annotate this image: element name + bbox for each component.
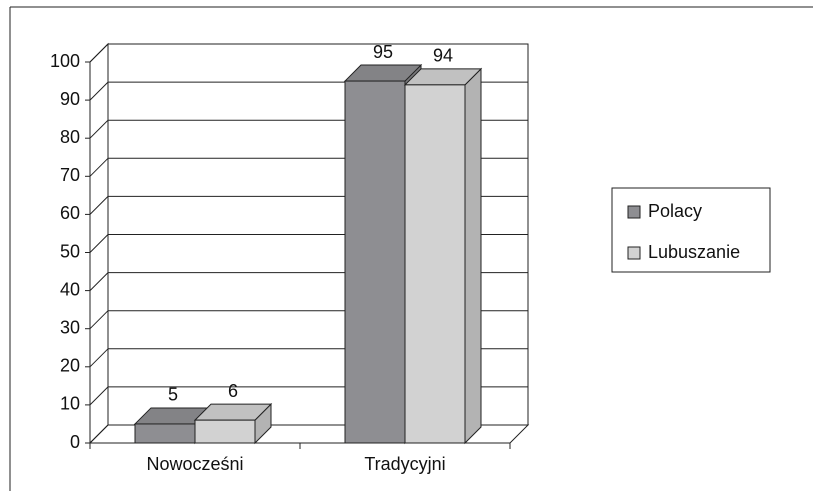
grid-line — [89, 310, 109, 330]
grid-line — [89, 119, 109, 139]
x-tick-label: Tradycyjni — [364, 454, 445, 474]
y-tick-label: 0 — [70, 432, 80, 452]
grid-line — [89, 424, 109, 444]
x-tick-label: Nowocześni — [146, 454, 243, 474]
value-label: 5 — [168, 385, 178, 405]
value-label: 6 — [228, 381, 238, 401]
legend-label: Polacy — [648, 201, 702, 221]
grid-line — [89, 234, 109, 253]
y-tick-label: 70 — [60, 165, 80, 185]
y-tick-label: 20 — [60, 356, 80, 376]
bar — [404, 84, 466, 444]
bar-side — [464, 67, 482, 445]
y-tick-label: 30 — [60, 317, 80, 337]
grid-line — [89, 157, 109, 177]
grid-line — [89, 272, 109, 291]
legend-box — [611, 187, 771, 273]
grid-line — [89, 196, 109, 215]
y-tick-label: 40 — [60, 279, 80, 299]
grid-line — [89, 386, 109, 406]
bar — [194, 419, 256, 444]
y-tick-label: 80 — [60, 127, 80, 147]
y-tick-label: 90 — [60, 89, 80, 109]
legend-swatch — [627, 246, 641, 260]
value-label: 94 — [433, 46, 453, 66]
y-tick-label: 100 — [50, 51, 80, 71]
bar — [344, 80, 406, 444]
value-label: 95 — [373, 42, 393, 62]
y-tick-label: 10 — [60, 394, 80, 414]
legend-label: Lubuszanie — [648, 242, 740, 262]
grid-line — [89, 81, 109, 101]
grid-line — [89, 43, 109, 63]
grid-line — [89, 348, 109, 368]
legend-swatch — [627, 205, 641, 219]
y-tick-label: 50 — [60, 241, 80, 261]
y-tick-label: 60 — [60, 203, 80, 223]
bar — [134, 423, 196, 444]
